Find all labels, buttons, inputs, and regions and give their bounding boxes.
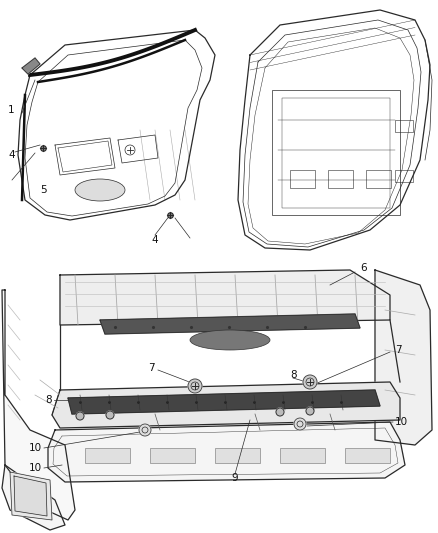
Bar	[345, 448, 390, 463]
Circle shape	[303, 375, 317, 389]
Bar	[395, 170, 413, 182]
Text: 1: 1	[8, 105, 14, 115]
Circle shape	[139, 424, 151, 436]
Text: 4: 4	[8, 150, 14, 160]
Ellipse shape	[190, 330, 270, 350]
Bar	[290, 170, 315, 188]
Bar	[282, 98, 390, 208]
Bar	[395, 120, 413, 132]
Text: 10: 10	[395, 417, 408, 427]
Polygon shape	[375, 270, 432, 445]
Text: 8: 8	[46, 395, 52, 405]
Text: 8: 8	[290, 370, 297, 380]
Text: 7: 7	[395, 345, 402, 355]
Polygon shape	[22, 58, 40, 74]
Polygon shape	[2, 465, 65, 530]
Bar	[150, 448, 195, 463]
Circle shape	[76, 412, 84, 420]
Polygon shape	[2, 290, 75, 520]
Circle shape	[306, 407, 314, 415]
Text: 7: 7	[148, 363, 155, 373]
Bar	[328, 170, 353, 188]
Polygon shape	[52, 382, 400, 428]
Polygon shape	[48, 422, 405, 482]
Circle shape	[276, 408, 284, 416]
Text: 10: 10	[29, 463, 42, 473]
Circle shape	[106, 411, 114, 419]
Polygon shape	[60, 270, 390, 325]
Circle shape	[294, 418, 306, 430]
Text: 4: 4	[152, 235, 158, 245]
Polygon shape	[10, 472, 52, 520]
Polygon shape	[100, 314, 360, 334]
Polygon shape	[14, 476, 47, 516]
Circle shape	[188, 379, 202, 393]
Bar	[272, 90, 400, 215]
Bar	[85, 448, 130, 463]
Bar	[215, 448, 260, 463]
Bar	[366, 170, 391, 188]
Text: 10: 10	[29, 443, 42, 453]
Polygon shape	[68, 390, 380, 414]
Ellipse shape	[75, 179, 125, 201]
Bar	[280, 448, 325, 463]
Text: 9: 9	[232, 473, 238, 483]
Text: 6: 6	[360, 263, 367, 273]
Text: 5: 5	[40, 185, 46, 195]
